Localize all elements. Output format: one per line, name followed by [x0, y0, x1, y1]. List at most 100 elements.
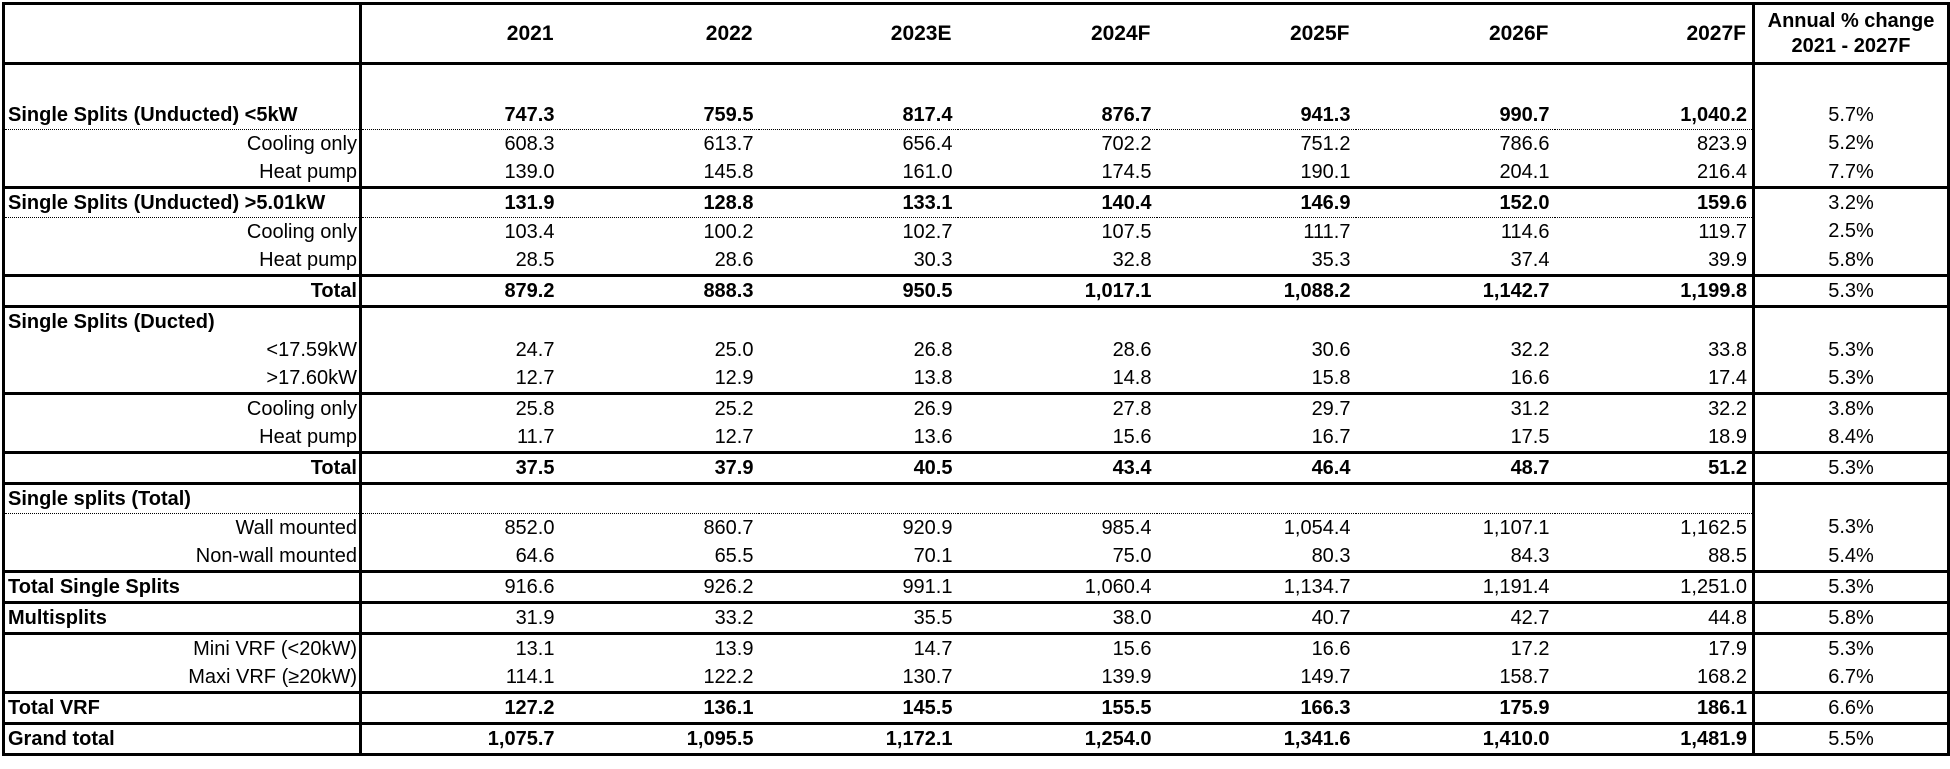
row-label: Total Single Splits	[3, 571, 362, 604]
value-cell: 102.7	[902, 220, 953, 243]
value-cell: 32.8	[957, 246, 1157, 277]
row-label: Maxi VRF (≥20kW)	[3, 663, 362, 694]
value-cell: 16.7	[1156, 423, 1356, 454]
value-cell: 37.5	[360, 452, 560, 485]
ac-market-forecast-table: 2021 2022 2023E 2024F 2025F 2026F 2027F …	[2, 2, 1950, 756]
value-cell: 161.0	[758, 158, 958, 189]
row-label: Single Splits (Ducted)	[3, 306, 362, 336]
value-cell: 27.8	[1112, 397, 1152, 420]
value-cell: 35.5	[758, 602, 958, 635]
corner-cell	[3, 3, 362, 65]
value-cell: 1,251.0	[1554, 571, 1755, 604]
value-cell	[1554, 306, 1755, 336]
value-cell	[1157, 307, 1356, 337]
table-row: Heat pump 139.0 145.8 161.0 174.5 190.1 204.1 2…	[3, 158, 1949, 189]
value-cell: 175.9	[1355, 692, 1555, 725]
value-cell: 32.2	[1510, 338, 1550, 361]
value-cell: 29.7	[1311, 397, 1351, 420]
value-cell: 879.2	[360, 275, 560, 308]
value-cell: 28.6	[1112, 338, 1152, 361]
value-cell: 985.4	[1101, 516, 1152, 539]
annual-change-cell: 7.7%	[1753, 158, 1949, 189]
value-cell: 16.6	[1355, 364, 1555, 395]
value-cell: 75.0	[957, 542, 1157, 573]
table-row: Maxi VRF (≥20kW) 114.1 122.2 130.7 139.9 149.…	[3, 663, 1949, 694]
value-cell: 28.5	[360, 246, 560, 277]
value-cell: 817.4	[758, 101, 958, 130]
annual-change-cell: 5.3%	[1828, 637, 1874, 660]
row-label: Grand total	[3, 723, 362, 755]
value-cell: 702.2	[1101, 132, 1152, 155]
annual-change-cell: 5.3%	[1753, 571, 1949, 604]
value-cell: 1,410.0	[1482, 727, 1550, 750]
annual-change-cell: 3.8%	[1828, 397, 1874, 420]
value-cell: 1,017.1	[957, 275, 1157, 308]
table-row: <17.59kW 24.7 25.0 26.8 28.6 30.6 32.2 33.8 5.3%	[3, 336, 1949, 364]
value-cell: 17.4	[1554, 364, 1755, 395]
value-cell: 860.7	[703, 516, 754, 539]
annual-change-cell: 5.7%	[1828, 103, 1874, 126]
value-cell: 152.0	[1355, 187, 1555, 218]
value-cell: 25.2	[714, 397, 754, 420]
value-cell: 14.7	[913, 637, 953, 660]
table-row: Cooling only 608.3 613.7 656.4 702.2 751.2 786…	[3, 129, 1949, 158]
value-cell: 990.7	[1355, 101, 1555, 130]
value-cell	[560, 64, 759, 102]
value-cell: 920.9	[902, 516, 953, 539]
annual-change-cell	[1754, 307, 1949, 337]
value-cell: 26.9	[913, 397, 953, 420]
row-label: Cooling only	[3, 393, 362, 423]
table-row: Single Splits (Ducted)	[3, 306, 1949, 337]
value-cell: 114.6	[1500, 220, 1550, 243]
value-cell: 12.7	[559, 423, 759, 454]
value-cell: 128.8	[559, 187, 759, 218]
value-cell: 1,162.5	[1554, 513, 1755, 542]
value-cell	[360, 483, 560, 514]
annual-change-cell: 6.6%	[1753, 692, 1949, 725]
row-label: Mini VRF (<20kW)	[3, 633, 362, 663]
value-cell: 747.3	[360, 101, 560, 130]
annual-change-cell: 2.5%	[1828, 220, 1874, 243]
value-cell	[361, 64, 560, 102]
value-cell: 38.0	[957, 602, 1157, 635]
table-row: Wall mounted 852.0 860.7 920.9 985.4 1,054.4 1…	[3, 513, 1949, 542]
value-cell: 950.5	[758, 275, 958, 308]
value-cell	[958, 64, 1157, 102]
value-cell	[1355, 483, 1555, 514]
value-cell	[1157, 64, 1356, 102]
col-header-2027f: 2027F	[1554, 3, 1755, 65]
value-cell: 166.3	[1156, 692, 1356, 725]
value-cell: 12.7	[360, 364, 560, 395]
value-cell: 140.4	[957, 187, 1157, 218]
value-cell: 127.2	[360, 692, 560, 725]
value-cell: 11.7	[360, 423, 560, 454]
annual-change-cell	[1754, 484, 1949, 514]
col-header-2024f: 2024F	[957, 3, 1157, 65]
table-row: Heat pump 11.7 12.7 13.6 15.6 16.7 17.5 18.9 8.4…	[3, 423, 1949, 454]
value-cell: 31.9	[360, 602, 560, 635]
table-row: Total VRF 127.2 136.1 145.5 155.5 166.3 175.9 1…	[3, 692, 1949, 725]
value-cell: 30.6	[1311, 338, 1351, 361]
row-label: Non-wall mounted	[3, 542, 362, 573]
value-cell: 1,142.7	[1355, 275, 1555, 308]
row-label: Single splits (Total)	[3, 483, 362, 514]
value-cell: 13.8	[758, 364, 958, 395]
table-row: Total Single Splits 916.6 926.2 991.1 1,060.…	[3, 571, 1949, 604]
table-row: Cooling only 103.4 100.2 102.7 107.5 111.7 114…	[3, 217, 1949, 246]
value-cell: 656.4	[902, 132, 953, 155]
value-cell	[1356, 307, 1555, 337]
value-cell	[560, 307, 759, 337]
table-row: Total 37.5 37.9 40.5 43.4 46.4 48.7 51.2 5.3%	[3, 452, 1949, 485]
annual-change-header-line1: Annual % change	[1767, 9, 1935, 32]
value-cell: 15.6	[1112, 637, 1152, 660]
table-row: >17.60kW 12.7 12.9 13.8 14.8 15.8 16.6 17.4 5.3%	[3, 364, 1949, 395]
value-cell: 64.6	[360, 542, 560, 573]
value-cell: 100.2	[703, 220, 754, 243]
value-cell: 1,134.7	[1156, 571, 1356, 604]
value-cell: 44.8	[1554, 602, 1755, 635]
value-cell	[1356, 64, 1555, 102]
row-label: Wall mounted	[3, 513, 362, 542]
row-label: Multisplits	[3, 602, 362, 635]
value-cell: 1,107.1	[1482, 516, 1550, 539]
